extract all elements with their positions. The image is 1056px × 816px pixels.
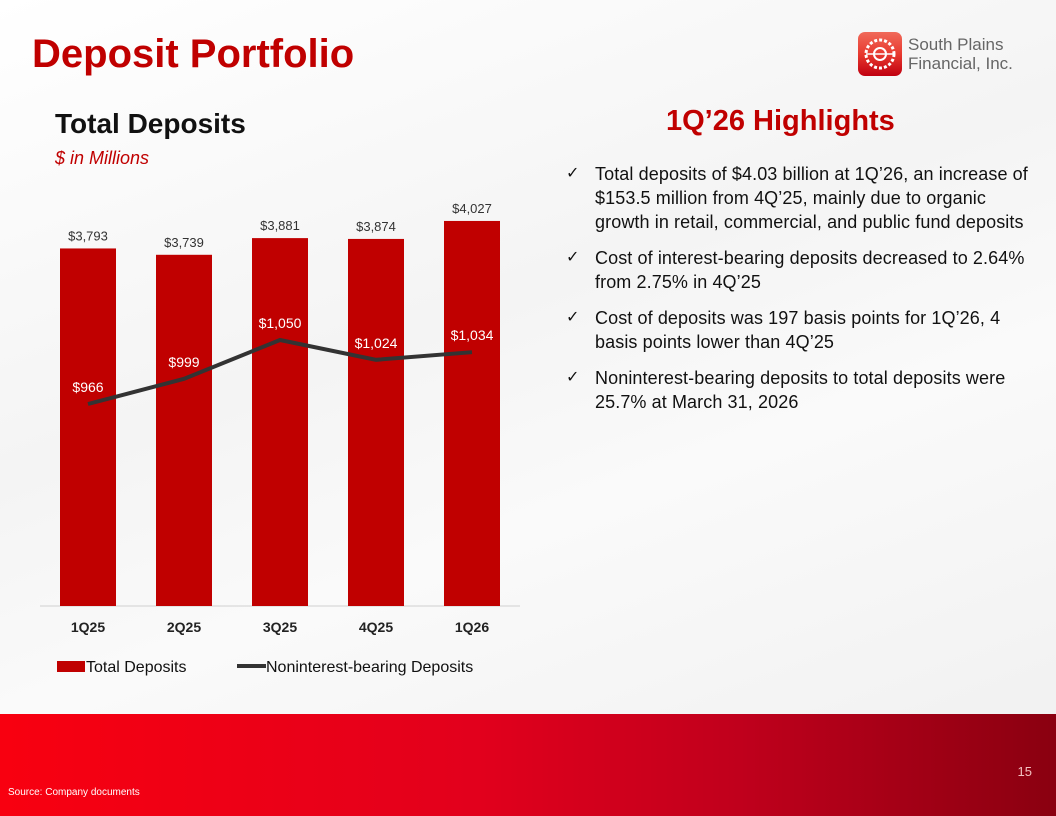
line-data-label: $966 [72,379,103,395]
highlight-item: ✓ Cost of interest-bearing deposits decre… [566,246,1036,294]
logo-line1: South Plains [908,35,1004,54]
chart-title: Total Deposits [55,108,246,139]
chart-units: $ in Millions [55,148,150,168]
x-tick-label: 2Q25 [167,619,201,635]
highlight-item: ✓ Total deposits of $4.03 billion at 1Q’2… [566,162,1036,234]
legend-swatch-total-deposits [57,661,85,672]
highlight-text: Total deposits of $4.03 billion at 1Q’26… [595,164,1028,232]
bar-total-deposits [444,220,500,606]
page-title: Deposit Portfolio [32,32,355,76]
footer-band [0,714,1056,816]
bar-total-deposits [252,238,308,607]
bar-total-deposits [60,248,116,606]
legend-label: Noninterest-bearing Deposits [266,659,473,676]
x-tick-label: 4Q25 [359,619,393,635]
highlight-item: ✓ Noninterest-bearing deposits to total d… [566,366,1036,414]
highlights-title: 1Q’26 Highlights [666,105,895,137]
checkmark-icon: ✓ [566,165,580,182]
highlights-list: ✓ Total deposits of $4.03 billion at 1Q’2… [566,162,1036,426]
x-tick-label: 3Q25 [263,619,297,635]
x-tick-label: 1Q25 [71,619,105,635]
logo-line2: Financial, Inc. [908,54,1013,73]
bar-data-label: $3,739 [164,235,204,250]
highlight-text: Cost of deposits was 197 basis points fo… [595,308,1001,352]
line-data-label: $1,024 [355,335,398,351]
bar-data-label: $3,793 [68,228,108,243]
highlight-text: Cost of interest-bearing deposits decrea… [595,248,1025,292]
source-note: Source: Company documents [8,787,140,798]
line-noninterest-bearing [87,337,473,406]
legend-label: Total Deposits [86,659,187,676]
checkmark-icon: ✓ [566,369,580,386]
bar-data-label: $3,881 [260,218,300,233]
bar-total-deposits [348,238,404,606]
bar-data-label: $4,027 [452,201,492,216]
logo-wheel-icon [858,32,902,76]
line-data-label: $999 [168,354,199,370]
line-data-label: $1,034 [451,327,494,343]
bar-data-label: $3,874 [356,219,396,234]
company-logo: South Plains Financial, Inc. [858,32,1013,76]
page-number: 15 [1017,764,1032,779]
deposits-chart: $3,793 1Q25 $3,739 2Q25 $3,881 3Q25 $3,874 4Q25… [40,201,520,676]
highlight-text: Noninterest-bearing deposits to total de… [595,368,1006,412]
x-tick-label: 1Q26 [455,619,489,635]
line-data-label: $1,050 [259,315,302,331]
bar-total-deposits [156,254,212,607]
checkmark-icon: ✓ [566,309,580,326]
highlight-item: ✓ Cost of deposits was 197 basis points f… [566,306,1036,354]
checkmark-icon: ✓ [566,249,580,266]
